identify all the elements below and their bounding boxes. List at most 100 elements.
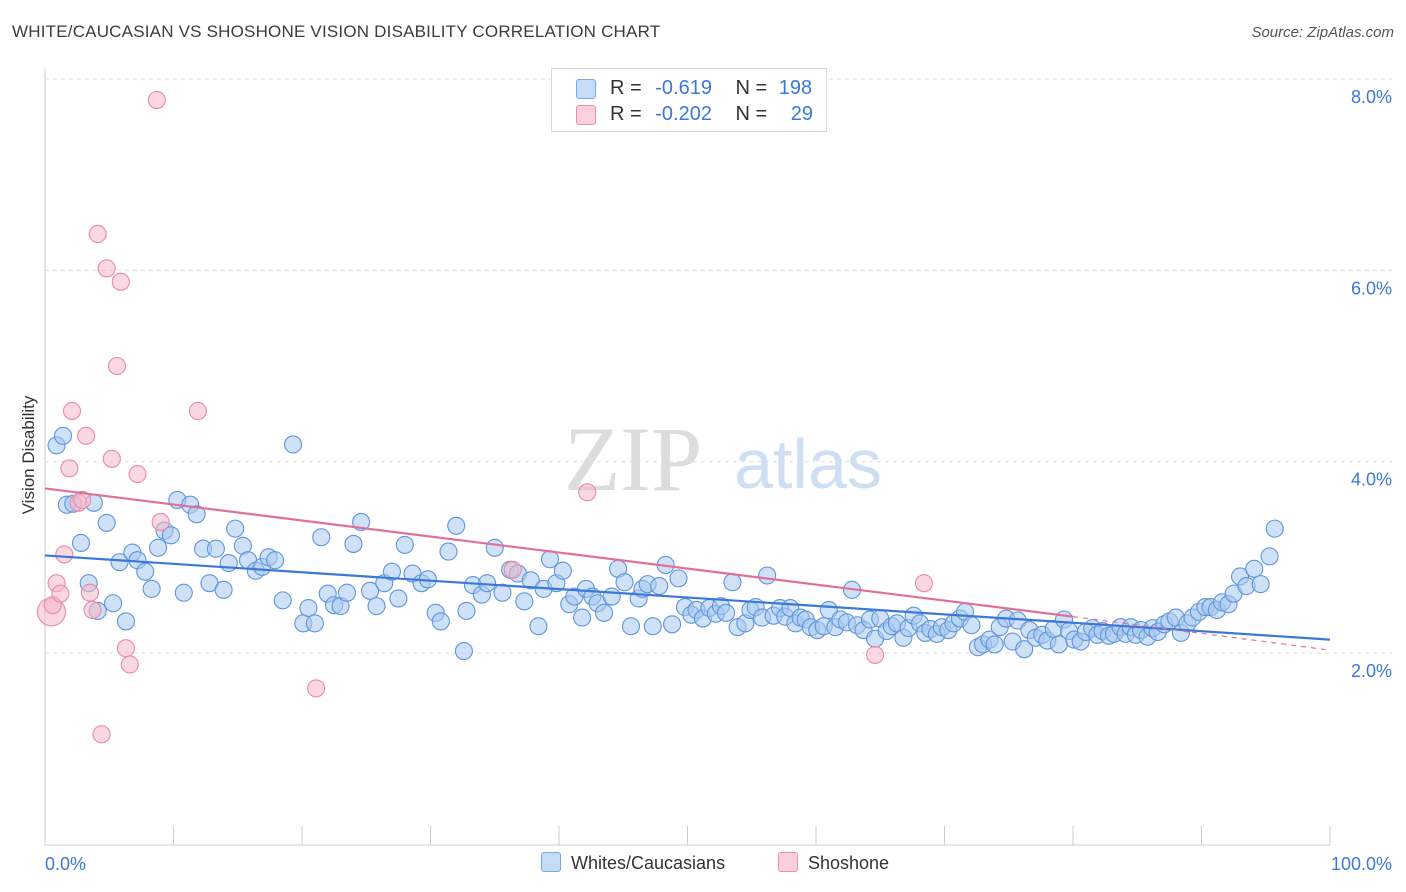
y-tick-label: 2.0%: [1351, 661, 1392, 681]
data-point-shoshone: [188, 401, 207, 421]
x-tick-label: 0.0%: [45, 854, 86, 874]
data-point-whites: [716, 603, 736, 622]
data-point-whites: [312, 528, 331, 547]
data-point-shoshone: [102, 449, 121, 468]
data-point-whites: [104, 594, 123, 613]
data-point-whites: [1015, 640, 1034, 659]
legend-swatch: [778, 852, 798, 872]
data-point-shoshone: [83, 600, 102, 620]
legend-label: Shoshone: [808, 853, 890, 873]
data-point-whites: [985, 635, 1004, 654]
data-point-whites: [174, 583, 193, 602]
data-point-shoshone: [97, 259, 116, 278]
data-point-whites: [283, 435, 303, 454]
y-tick-label: 8.0%: [1351, 87, 1392, 107]
data-point-whites: [97, 513, 116, 532]
data-point-whites: [136, 562, 155, 581]
legend-r-label: R =: [610, 77, 642, 99]
data-point-whites: [305, 614, 324, 633]
data-point-shoshone: [866, 645, 885, 664]
data-point-shoshone: [73, 490, 92, 509]
trend-line-whites: [44, 554, 1331, 641]
data-point-shoshone: [77, 426, 96, 445]
data-point-whites: [219, 554, 238, 573]
data-point-shoshone: [92, 725, 111, 744]
data-point-whites: [485, 538, 504, 557]
data-point-whites: [226, 519, 245, 538]
grid-lines: [45, 78, 1392, 654]
data-point-whites: [602, 587, 621, 606]
legend-n-value: 29: [790, 103, 814, 125]
data-point-shoshone: [111, 272, 130, 291]
data-point-whites: [515, 592, 534, 611]
data-point-shoshone: [107, 356, 127, 376]
data-point-whites: [71, 533, 91, 553]
data-point-whites: [723, 573, 742, 592]
data-point-whites: [439, 542, 458, 561]
data-point-whites: [389, 589, 408, 608]
legend-n-label: N =: [735, 103, 768, 125]
data-point-whites: [273, 591, 292, 610]
data-point-whites: [53, 426, 73, 445]
data-point-shoshone: [55, 545, 74, 564]
data-point-whites: [594, 603, 614, 622]
legend-n-label: N =: [735, 77, 768, 99]
data-point-whites: [529, 617, 548, 636]
watermark-atlas: atlas: [734, 425, 882, 503]
trend-lines: [44, 487, 1331, 651]
legend-r-value: -0.619: [655, 77, 712, 99]
data-point-whites: [650, 576, 669, 596]
x-tick-label: 100.0%: [1331, 854, 1392, 874]
data-point-whites: [493, 583, 512, 602]
data-point-whites: [214, 580, 233, 599]
data-point-shoshone: [151, 512, 170, 531]
data-point-whites: [1245, 559, 1264, 578]
legend-r-label: R =: [610, 103, 642, 125]
data-point-whites: [454, 642, 473, 661]
y-tick-label: 4.0%: [1351, 470, 1392, 490]
data-point-whites: [116, 612, 136, 631]
correlation-legend: R = -0.619 N = 198 R = -0.202 N = 29: [551, 68, 827, 132]
y-axis-label: Vision Disability: [19, 395, 38, 514]
axes: [44, 68, 1331, 846]
data-point-whites: [110, 553, 129, 572]
legend-swatch: [541, 852, 561, 872]
data-point-whites: [344, 534, 363, 553]
legend-swatch-whites: [576, 79, 596, 99]
legend-swatch-shoshone: [576, 105, 596, 125]
y-tick-label: 6.0%: [1351, 278, 1392, 298]
data-point-shoshone: [578, 483, 597, 502]
data-point-whites: [669, 569, 688, 588]
series-whites: [47, 426, 1284, 661]
data-point-whites: [265, 551, 285, 570]
data-point-shoshone: [128, 465, 147, 484]
legend-n-value: 198: [778, 77, 813, 99]
data-point-shoshone: [60, 459, 79, 478]
data-point-whites: [431, 612, 450, 631]
data-point-whites: [337, 583, 357, 602]
data-point-whites: [382, 562, 402, 581]
data-point-whites: [299, 598, 318, 618]
data-point-whites: [573, 608, 592, 627]
data-point-whites: [553, 561, 572, 580]
data-point-shoshone: [503, 560, 522, 579]
trend-line-shoshone: [44, 487, 1074, 618]
legend-item-whites: Whites/Caucasians: [541, 852, 725, 874]
data-point-whites: [142, 579, 161, 598]
legend-r-value: -0.202: [655, 103, 712, 125]
data-point-whites: [457, 601, 476, 620]
data-point-whites: [367, 597, 386, 616]
data-point-whites: [621, 617, 641, 636]
data-point-whites: [1265, 519, 1284, 538]
data-point-shoshone: [88, 224, 107, 244]
watermark: ZIP atlas: [564, 408, 882, 510]
data-point-whites: [615, 573, 634, 592]
data-point-shoshone: [914, 574, 933, 593]
data-point-whites: [643, 617, 662, 636]
data-point-whites: [206, 539, 225, 558]
data-point-whites: [962, 616, 981, 635]
data-point-shoshone: [120, 655, 139, 674]
data-point-shoshone: [116, 639, 136, 658]
data-point-shoshone: [147, 90, 166, 110]
